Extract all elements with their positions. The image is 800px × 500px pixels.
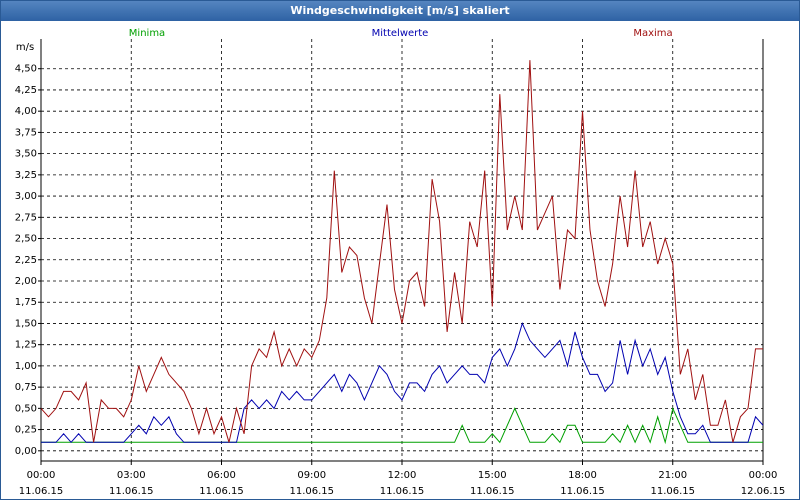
- y-tick-label: 3,75: [15, 127, 37, 138]
- x-tick-label: 09:00: [297, 470, 326, 481]
- y-tick-label: 1,50: [15, 318, 37, 329]
- x-tick-date: 11.06.15: [560, 486, 605, 497]
- y-tick-label: 4,50: [15, 64, 37, 75]
- x-tick-label: 06:00: [207, 470, 236, 481]
- y-tick-label: 2,00: [15, 276, 37, 287]
- x-tick-label: 21:00: [658, 470, 687, 481]
- y-tick-label: 1,75: [15, 297, 37, 308]
- series-line: [40, 60, 763, 443]
- y-tick-label: 4,25: [15, 85, 37, 96]
- y-tick-label: 4,00: [15, 106, 37, 117]
- x-tick-label: 03:00: [117, 470, 146, 481]
- y-axis-label: m/s: [16, 42, 34, 53]
- x-tick-date: 11.06.15: [380, 486, 425, 497]
- x-tick-date: 11.06.15: [109, 486, 154, 497]
- x-tick-date: 11.06.15: [19, 486, 64, 497]
- x-tick-date: 12.06.15: [741, 486, 786, 497]
- x-tick-date: 11.06.15: [470, 486, 515, 497]
- y-tick-label: 2,50: [15, 234, 37, 245]
- y-tick-label: 1,00: [15, 361, 37, 372]
- x-tick-date: 11.06.15: [199, 486, 244, 497]
- y-tick-label: 0,50: [15, 403, 37, 414]
- legend-entry: Mittelwerte: [372, 28, 429, 39]
- y-tick-label: 3,50: [15, 149, 37, 160]
- y-tick-label: 2,25: [15, 255, 37, 266]
- legend-entry: Maxima: [633, 28, 672, 39]
- y-tick-label: 3,25: [15, 170, 37, 181]
- x-tick-label: 00:00: [749, 470, 778, 481]
- y-tick-label: 0,25: [15, 425, 37, 436]
- series-line: [41, 321, 764, 444]
- y-tick-label: 0,00: [15, 446, 37, 457]
- y-tick-label: 3,00: [15, 191, 37, 202]
- y-tick-label: 0,75: [15, 382, 37, 393]
- x-tick-date: 11.06.15: [289, 486, 334, 497]
- series-line: [41, 406, 763, 445]
- x-tick-label: 18:00: [568, 470, 597, 481]
- x-tick-date: 11.06.15: [650, 486, 695, 497]
- x-tick-label: 15:00: [478, 470, 507, 481]
- y-tick-label: 2,75: [15, 212, 37, 223]
- chart: m/s 0,00 0,25 0,50 0,75 1,00 1,25 1,50 1,75 2,00…: [15, 28, 786, 497]
- title-bar: Windgeschwindigkeit [m/s] skaliert: [1, 1, 799, 21]
- x-tick-label: 12:00: [388, 470, 417, 481]
- x-tick-label: 00:00: [27, 470, 56, 481]
- legend-entry: Minima: [129, 28, 165, 39]
- y-tick-label: 1,25: [15, 340, 37, 351]
